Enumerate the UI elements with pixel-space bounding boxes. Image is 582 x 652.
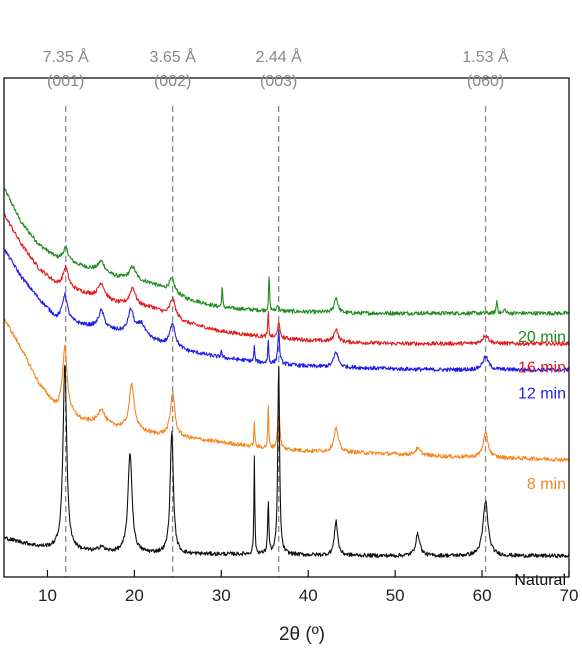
x-axis: 10 20 30 40 50 60 70 (38, 570, 578, 605)
peak-d-spacing-label: 1.53 Å (462, 47, 509, 66)
peak-d-spacing-label: 7.35 Å (43, 47, 90, 66)
series-label: 12 min (518, 386, 566, 403)
x-tick-label: 50 (386, 586, 405, 605)
reference-lines (65, 106, 487, 577)
x-tick-label: 60 (473, 586, 492, 605)
peak-labels: 7.35 Å (001) 3.65 Å (002) 2.44 Å (003) 1.53 Å (… (43, 47, 509, 90)
series-line-16-min (3, 212, 570, 347)
series-label: 16 min (518, 360, 566, 377)
series-label: 20 min (518, 329, 566, 346)
series-label: Natural (514, 572, 566, 589)
peak-d-spacing-label: 3.65 Å (149, 47, 196, 66)
peak-index-label: (003) (260, 73, 297, 90)
series-label: 8 min (527, 476, 566, 493)
series-labels: 20 min 16 min 12 min 8 min Natural (514, 329, 566, 589)
x-tick-label: 70 (560, 586, 579, 605)
x-tick-label: 30 (212, 586, 231, 605)
series-line-12-min (3, 249, 570, 373)
series-line-natural (3, 364, 570, 559)
x-tick-label: 20 (125, 586, 144, 605)
peak-index-label: (001) (47, 73, 84, 90)
series-group (3, 187, 570, 559)
peak-d-spacing-label: 2.44 Å (256, 47, 303, 66)
x-axis-title: 2θ (º) (279, 624, 325, 645)
peak-index-label: (002) (154, 73, 191, 90)
plot-frame (3, 77, 570, 578)
x-tick-label: 10 (38, 586, 57, 605)
series-line-20-min (3, 187, 570, 316)
series-line-8-min (3, 319, 570, 462)
x-tick-label: 40 (299, 586, 318, 605)
peak-index-label: (060) (467, 73, 504, 90)
